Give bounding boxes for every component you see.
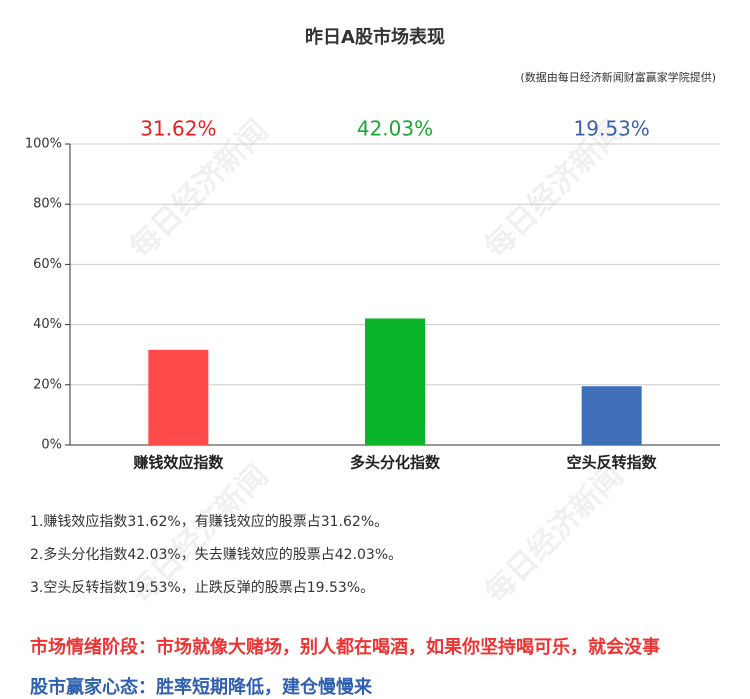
- chart-subtitle: (数据由每日经济新闻财富赢家学院提供): [520, 70, 716, 84]
- y-tick-label: 80%: [33, 197, 62, 212]
- bar: [581, 386, 642, 445]
- bar: [365, 318, 425, 445]
- value-label: 42.03%: [357, 117, 433, 141]
- watermark: 每日经济新闻: [478, 458, 630, 610]
- note: 1.赚钱效应指数31.62%，有赚钱效应的股票占31.62%。: [30, 513, 388, 530]
- y-tick-label: 40%: [33, 317, 62, 332]
- chart-title: 昨日A股市场表现: [305, 26, 445, 48]
- y-tick-label: 100%: [25, 137, 62, 152]
- note: 3.空头反转指数19.53%，止跌反弹的股票占19.53%。: [30, 580, 374, 596]
- x-tick-label: 赚钱效应指数: [132, 454, 224, 472]
- x-tick-label: 多头分化指数: [350, 454, 441, 472]
- bar: [148, 349, 209, 445]
- sentiment-mindset: 股市赢家心态：胜率短期降低，建仓慢慢来: [29, 676, 373, 698]
- value-label: 31.62%: [140, 117, 216, 141]
- y-tick-label: 60%: [33, 257, 62, 272]
- note: 2.多头分化指数42.03%，失去赚钱效应的股票占42.03%。: [30, 546, 402, 563]
- y-tick-label: 0%: [41, 438, 62, 453]
- value-label: 19.53%: [574, 117, 650, 141]
- x-tick-label: 空头反转指数: [567, 454, 658, 472]
- y-tick-label: 20%: [33, 377, 62, 392]
- sentiment-stage: 市场情绪阶段：市场就像大赌场，别人都在喝酒，如果你坚持喝可乐，就会没事: [30, 636, 660, 658]
